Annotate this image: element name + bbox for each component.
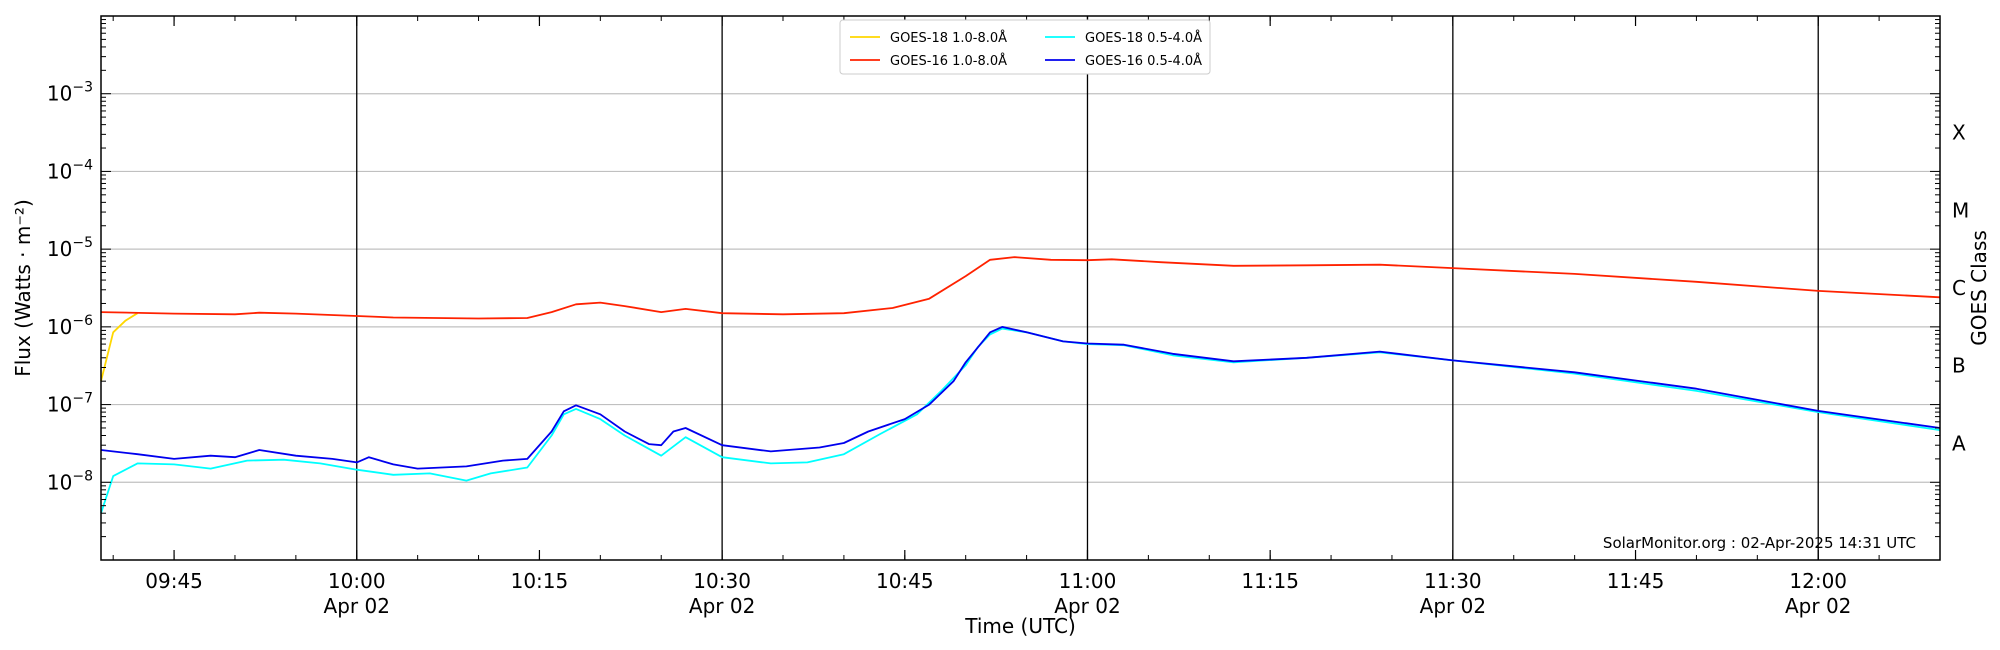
- y2-axis-label: GOES Class: [1967, 230, 1991, 346]
- x-tick-label: 11:45: [1607, 569, 1665, 593]
- y-tick-label: 10−4: [47, 157, 93, 183]
- goes-class-label: B: [1952, 354, 1966, 378]
- x-tick-label: 10:45: [876, 569, 934, 593]
- series-lines: [100, 256, 1941, 514]
- series-line: [100, 312, 138, 382]
- x-axis-label: Time (UTC): [964, 614, 1076, 638]
- x-tick-label: 10:30: [693, 569, 751, 593]
- legend-label: GOES-16 0.5-4.0Å: [1085, 53, 1202, 69]
- credit-text: SolarMonitor.org : 02-Apr-2025 14:31 UTC: [1603, 534, 1916, 552]
- series-line: [100, 327, 1941, 514]
- x-tick-date: Apr 02: [1785, 594, 1851, 618]
- x-tick-label: 11:30: [1424, 569, 1482, 593]
- day-vertical-lines: [356, 16, 1819, 560]
- x-tick-label: 10:15: [511, 569, 569, 593]
- legend-label: GOES-18 0.5-4.0Å: [1085, 30, 1202, 46]
- y-tick-label: 10−3: [47, 80, 93, 106]
- x-tick-label: 11:00: [1059, 569, 1117, 593]
- goes-class-label: A: [1952, 431, 1966, 455]
- goes-class-label: C: [1952, 276, 1966, 300]
- goes-class-label: X: [1952, 121, 1966, 145]
- plot-frame: [100, 15, 1941, 561]
- x-tick-label: 09:45: [145, 569, 203, 593]
- legend-label: GOES-18 1.0-8.0Å: [890, 30, 1007, 46]
- series-line: [100, 326, 1941, 470]
- x-tick-date: Apr 02: [324, 594, 390, 618]
- x-tick-label: 10:00: [328, 569, 386, 593]
- y-tick-label: 10−7: [47, 391, 93, 417]
- x-tick-date: Apr 02: [1054, 594, 1120, 618]
- y-axis-label: Flux (Watts · m⁻²): [11, 199, 35, 377]
- goes-class-labels: A B C M X: [1952, 121, 1969, 456]
- legend: GOES-18 1.0-8.0Å GOES-16 1.0-8.0Å GOES-18 …: [839, 19, 1211, 75]
- legend-label: GOES-16 1.0-8.0Å: [890, 53, 1007, 69]
- x-tick-date: Apr 02: [689, 594, 755, 618]
- axis-ticks: [101, 16, 1941, 561]
- legend-box: [839, 19, 1211, 75]
- x-tick-label: 12:00: [1789, 569, 1847, 593]
- y-tick-label: 10−6: [47, 313, 93, 339]
- x-tick-date: Apr 02: [1420, 594, 1486, 618]
- series-line: [100, 256, 1941, 320]
- y-tick-label: 10−5: [47, 235, 93, 261]
- grid: [101, 93, 1940, 483]
- y-tick-label: 10−8: [47, 468, 93, 494]
- x-tick-label: 11:15: [1241, 569, 1299, 593]
- goes-class-label: M: [1952, 198, 1969, 222]
- y-tick-labels: 10−8 10−7 10−6 10−5 10−4 10−3: [47, 80, 93, 495]
